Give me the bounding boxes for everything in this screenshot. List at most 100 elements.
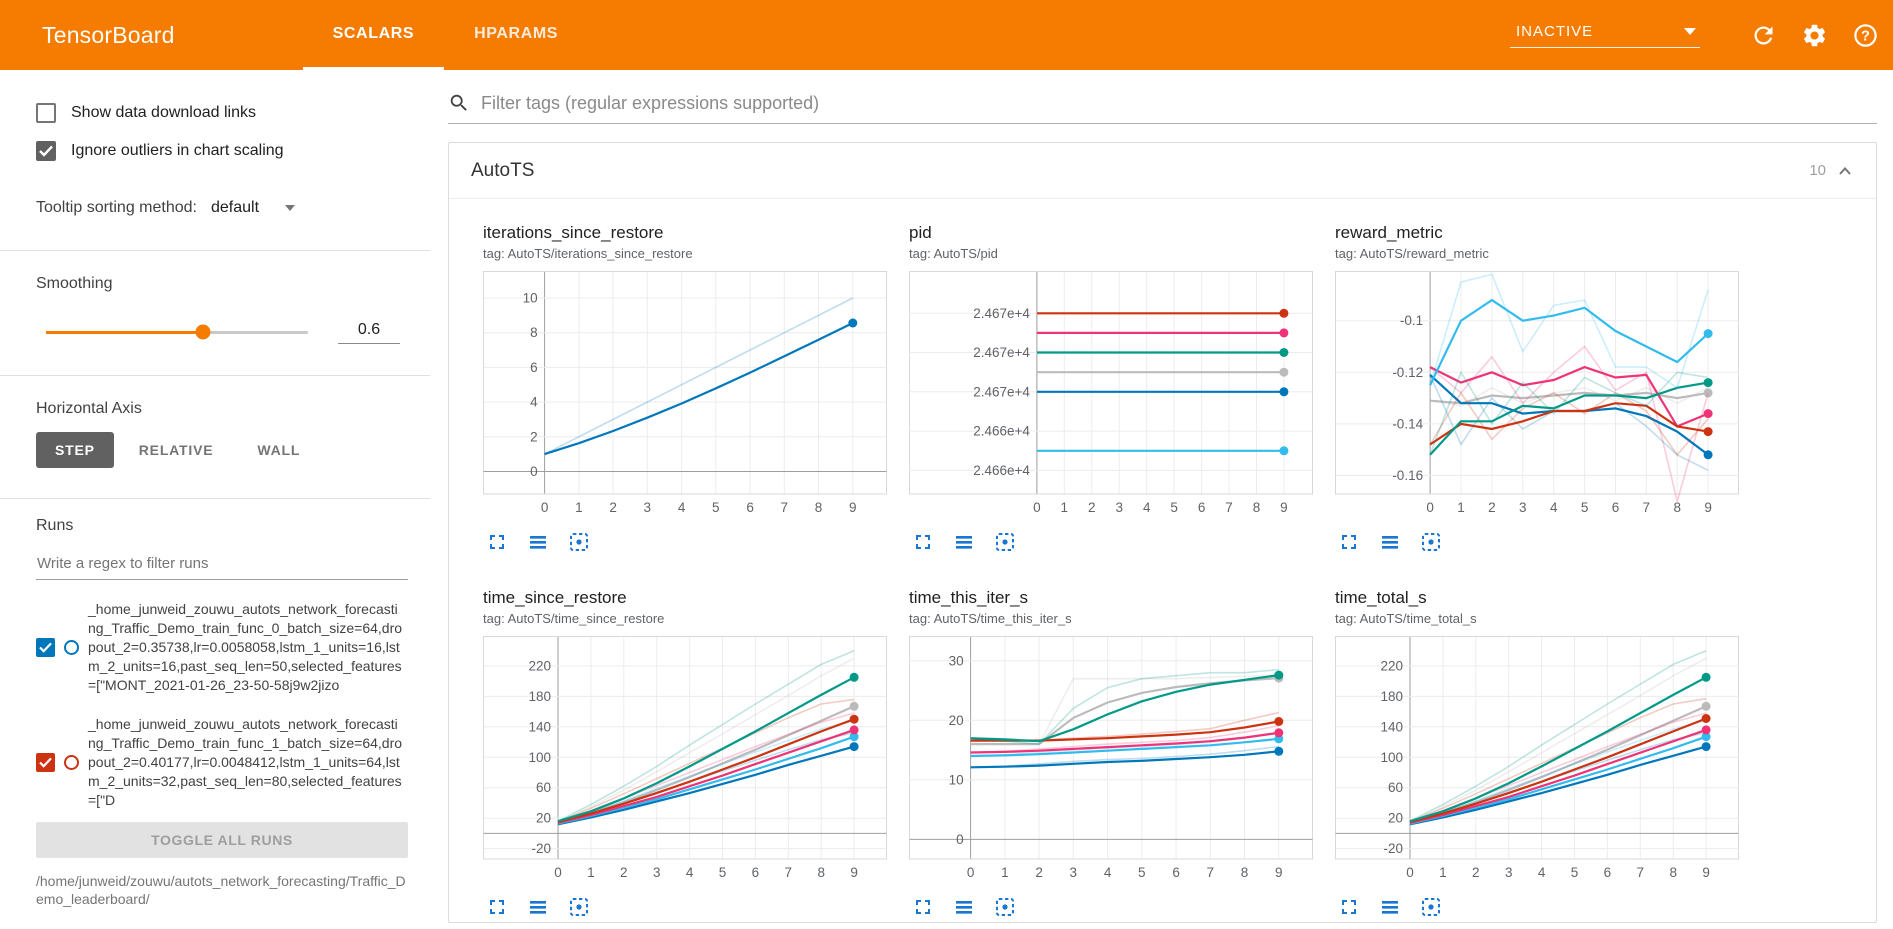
svg-text:8: 8: [1241, 865, 1249, 880]
svg-text:-0.14: -0.14: [1392, 416, 1423, 431]
ignore-outliers-checkbox[interactable]: [36, 141, 56, 161]
fit-domain-icon[interactable]: [1419, 530, 1443, 554]
refresh-icon[interactable]: [1750, 22, 1777, 49]
svg-text:0: 0: [956, 832, 964, 847]
svg-text:7: 7: [1643, 500, 1651, 515]
svg-text:60: 60: [536, 780, 551, 795]
svg-text:-20: -20: [1383, 841, 1403, 856]
svg-text:0: 0: [967, 865, 975, 880]
svg-text:8: 8: [1669, 865, 1677, 880]
tab-hparams[interactable]: HPARAMS: [474, 24, 559, 42]
expand-chart-icon[interactable]: [911, 895, 935, 919]
runs-selector-icon[interactable]: [526, 895, 550, 919]
run-checkbox[interactable]: [36, 638, 55, 657]
svg-text:7: 7: [781, 500, 789, 515]
expand-chart-icon[interactable]: [485, 530, 509, 554]
expand-chart-icon[interactable]: [1337, 530, 1361, 554]
expand-chart-icon[interactable]: [1337, 895, 1361, 919]
settings-gear-icon[interactable]: [1801, 22, 1828, 49]
smoothing-slider-row: 0.6: [36, 319, 406, 345]
svg-text:2: 2: [1472, 865, 1480, 880]
show-download-links-checkbox[interactable]: [36, 103, 56, 123]
fit-domain-icon[interactable]: [567, 895, 591, 919]
run-list-item: _home_junweid_zouwu_autots_network_forec…: [36, 715, 406, 810]
smoothing-value-input[interactable]: 0.6: [338, 321, 400, 344]
svg-text:4: 4: [1538, 865, 1546, 880]
svg-text:2: 2: [1488, 500, 1496, 515]
axis-wall-button[interactable]: WALL: [257, 442, 301, 458]
fit-domain-icon[interactable]: [567, 530, 591, 554]
svg-text:2.467e+4: 2.467e+4: [973, 345, 1030, 360]
toggle-all-runs-button[interactable]: TOGGLE ALL RUNS: [36, 822, 408, 858]
svg-text:8: 8: [1673, 500, 1681, 515]
chart-card-time_since_restore: time_since_restore tag: AutoTS/time_sinc…: [483, 588, 887, 919]
line-chart-plot[interactable]: 0 1 2 3 4 5 6 7 8 9 2.467e+4 2.467e+4 2.467e+4 2.466e…: [909, 271, 1313, 521]
ignore-outliers-label: Ignore outliers in chart scaling: [71, 142, 284, 159]
fit-domain-icon[interactable]: [1419, 895, 1443, 919]
svg-text:6: 6: [1198, 500, 1206, 515]
svg-text:5: 5: [1581, 500, 1589, 515]
tag-filter-row: [448, 92, 1877, 124]
scalars-dashboard: AutoTS 10 iterations_since_restore tag: …: [430, 70, 1893, 929]
line-chart-plot[interactable]: 0 1 2 3 4 5 6 7 8 9 0 10 20 30: [909, 636, 1313, 886]
svg-text:6: 6: [746, 500, 754, 515]
svg-text:7: 7: [785, 865, 793, 880]
run-checkbox[interactable]: [36, 753, 55, 772]
slider-fill: [46, 330, 204, 334]
header-actions: INACTIVE ?: [1510, 22, 1893, 49]
axis-relative-button[interactable]: RELATIVE: [138, 442, 214, 458]
svg-text:6: 6: [1612, 500, 1620, 515]
runs-selector-icon[interactable]: [952, 895, 976, 919]
line-chart-plot[interactable]: 0 1 2 3 4 5 6 7 8 9 -20 20 60 100 140 180 220: [1335, 636, 1739, 886]
svg-text:0: 0: [554, 865, 562, 880]
chart-tag: tag: AutoTS/time_this_iter_s: [909, 611, 1072, 626]
tooltip-sorting-dropdown[interactable]: default: [211, 199, 296, 217]
tag-filter-input[interactable]: [481, 93, 1877, 114]
smoothing-slider[interactable]: [46, 324, 308, 340]
svg-text:4: 4: [678, 500, 686, 515]
runs-regex-filter-input[interactable]: [36, 555, 408, 580]
line-chart-plot[interactable]: 0 1 2 3 4 5 6 7 8 9 0 2 4 6 8 10: [483, 271, 887, 521]
line-chart-plot[interactable]: 0 1 2 3 4 5 6 7 8 9 -0.1 -0.12 -0.14 -0.16: [1335, 271, 1739, 521]
svg-text:60: 60: [1388, 780, 1403, 795]
tag-group-title: AutoTS: [471, 159, 535, 181]
svg-text:1: 1: [1457, 500, 1465, 515]
run-name: _home_junweid_zouwu_autots_network_forec…: [88, 601, 403, 693]
svg-text:8: 8: [815, 500, 823, 515]
svg-text:-20: -20: [531, 841, 551, 856]
svg-text:4: 4: [686, 865, 694, 880]
svg-text:8: 8: [1253, 500, 1261, 515]
runs-selector-icon[interactable]: [952, 530, 976, 554]
reload-status-dropdown[interactable]: INACTIVE: [1510, 23, 1700, 48]
svg-text:4: 4: [1143, 500, 1151, 515]
expand-chart-icon[interactable]: [911, 530, 935, 554]
svg-text:100: 100: [1380, 750, 1403, 765]
tab-scalars[interactable]: SCALARS: [302, 0, 445, 70]
chart-title: time_total_s: [1335, 588, 1427, 607]
help-icon[interactable]: ?: [1852, 22, 1879, 49]
runs-selector-icon[interactable]: [526, 530, 550, 554]
svg-text:2.467e+4: 2.467e+4: [973, 384, 1030, 399]
svg-text:1: 1: [1439, 865, 1447, 880]
svg-text:2: 2: [609, 500, 617, 515]
tooltip-sorting-row: Tooltip sorting method: default: [36, 196, 406, 220]
expand-chart-icon[interactable]: [485, 895, 509, 919]
checkmark-icon: [39, 757, 52, 768]
tag-group-header[interactable]: AutoTS 10: [449, 143, 1876, 199]
svg-text:9: 9: [1704, 500, 1712, 515]
axis-step-button[interactable]: STEP: [36, 432, 114, 468]
runs-selector-icon[interactable]: [1378, 530, 1402, 554]
chart-title: iterations_since_restore: [483, 223, 664, 242]
fit-domain-icon[interactable]: [993, 895, 1017, 919]
runs-selector-icon[interactable]: [1378, 895, 1402, 919]
run-solo-radio[interactable]: [64, 640, 79, 655]
line-chart-plot[interactable]: 0 1 2 3 4 5 6 7 8 9 -20 20 60 100 140 180 220: [483, 636, 887, 886]
chevron-up-icon[interactable]: [1834, 160, 1856, 182]
svg-text:6: 6: [1604, 865, 1612, 880]
svg-text:3: 3: [1505, 865, 1513, 880]
svg-text:1: 1: [587, 865, 595, 880]
fit-domain-icon[interactable]: [993, 530, 1017, 554]
svg-text:5: 5: [1571, 865, 1579, 880]
slider-handle[interactable]: [195, 324, 211, 340]
run-solo-radio[interactable]: [64, 755, 79, 770]
